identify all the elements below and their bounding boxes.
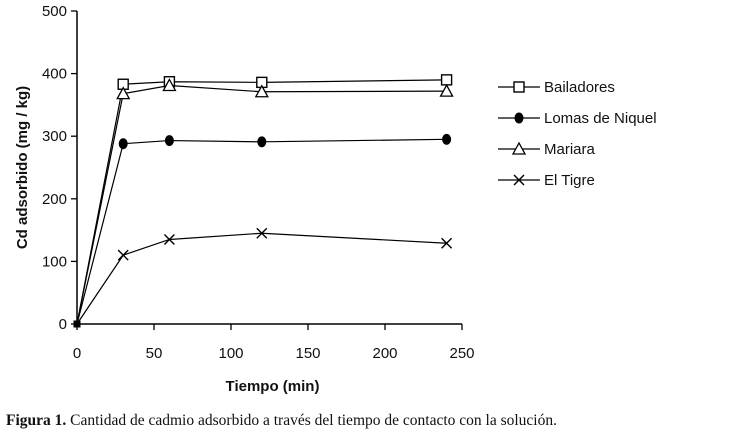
caption-text: Cantidad de cadmio adsorbido a través de… xyxy=(66,412,557,429)
legend-marker xyxy=(514,112,524,124)
triangle-marker xyxy=(511,141,527,155)
x-tick-label: 150 xyxy=(295,345,320,362)
square-marker xyxy=(440,74,453,86)
data-point xyxy=(441,237,453,249)
x-tick-label: 250 xyxy=(449,345,474,362)
circle-marker xyxy=(164,135,174,147)
x-tick-label: 0 xyxy=(73,345,81,362)
cross-marker-stroke xyxy=(163,233,175,245)
legend-item: Mariara xyxy=(498,141,596,158)
circle-marker xyxy=(257,136,267,148)
legend-marker xyxy=(513,81,525,93)
y-tick-label: 100 xyxy=(42,253,67,270)
x-tick-label: 50 xyxy=(146,345,163,362)
data-point xyxy=(117,249,129,261)
legend-marker xyxy=(511,141,527,155)
data-point xyxy=(254,84,269,98)
data-point xyxy=(162,78,177,92)
cross-marker-stroke xyxy=(117,249,129,261)
data-point xyxy=(116,86,131,100)
data-point xyxy=(163,233,175,245)
series-bailadores xyxy=(73,74,453,328)
circle-marker xyxy=(514,112,524,124)
circle-marker xyxy=(442,133,452,145)
data-point xyxy=(256,227,268,239)
legend-label: Bailadores xyxy=(544,79,615,96)
data-point xyxy=(164,135,174,147)
legend-marker xyxy=(513,174,525,186)
circle-marker xyxy=(118,138,128,150)
x-tick-label: 200 xyxy=(372,345,397,362)
legend-item: Lomas de Niquel xyxy=(498,110,657,127)
series-line xyxy=(76,79,447,325)
triangle-marker xyxy=(254,84,269,98)
triangle-marker xyxy=(116,86,131,100)
y-axis-title: Cd adsorbido (mg / kg) xyxy=(14,86,31,249)
series-lomas-de-niquel xyxy=(73,133,452,328)
y-tick-label: 500 xyxy=(42,3,67,20)
chart-legend: Bailadores Lomas de Niquel Mariara El Tigre xyxy=(498,79,657,189)
series-el-tigre xyxy=(73,227,453,328)
cross-marker-stroke xyxy=(441,237,453,249)
legend-label: Mariara xyxy=(544,141,596,158)
triangle-marker xyxy=(162,78,177,92)
triangle-marker xyxy=(439,83,454,97)
origin-point xyxy=(73,320,81,328)
series-layer xyxy=(73,74,454,328)
legend-item: Bailadores xyxy=(498,79,615,96)
legend-label: Lomas de Niquel xyxy=(544,110,657,127)
y-tick-label: 0 xyxy=(59,316,67,333)
caption-label: Figura 1. xyxy=(6,412,67,429)
data-point xyxy=(439,83,454,97)
y-tick-label: 200 xyxy=(42,191,67,208)
y-tick-label: 400 xyxy=(42,66,67,83)
cross-marker-stroke xyxy=(256,227,268,239)
data-point xyxy=(257,136,267,148)
x-tick-label: 100 xyxy=(218,345,243,362)
y-tick-label: 300 xyxy=(42,128,67,145)
legend-item: El Tigre xyxy=(498,172,595,189)
square-marker xyxy=(513,81,525,93)
chart-axes: 0 100 200 300 400 500 0 50 100 150 200 250 xyxy=(42,3,475,362)
data-point xyxy=(118,138,128,150)
figure-caption: Figura 1. Cantidad de cadmio adsorbido a… xyxy=(6,412,736,430)
cross-marker-stroke xyxy=(513,174,525,186)
series-line xyxy=(76,232,447,325)
data-point xyxy=(440,74,453,86)
legend-label: El Tigre xyxy=(544,172,595,189)
series-mariara xyxy=(73,78,454,328)
data-point xyxy=(442,133,452,145)
series-line xyxy=(76,138,447,325)
series-line xyxy=(76,84,447,325)
x-axis-title: Tiempo (min) xyxy=(226,378,320,395)
